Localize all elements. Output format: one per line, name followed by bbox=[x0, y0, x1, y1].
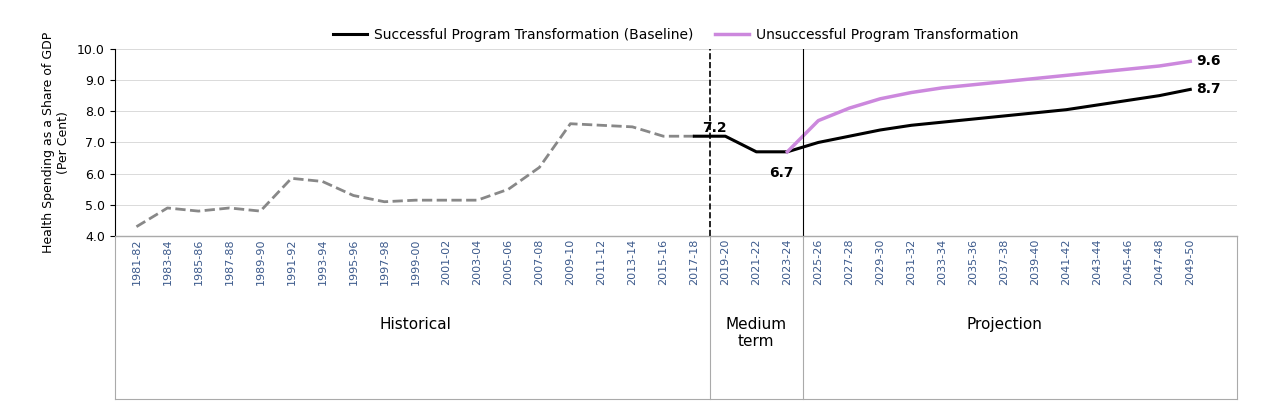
Text: 9.6: 9.6 bbox=[1196, 54, 1221, 68]
Text: 7.2: 7.2 bbox=[703, 120, 727, 135]
Text: Projection: Projection bbox=[966, 317, 1042, 332]
Text: 6.7: 6.7 bbox=[769, 166, 793, 180]
Y-axis label: Health Spending as a Share of GDP
(Per Cent): Health Spending as a Share of GDP (Per C… bbox=[42, 32, 70, 253]
Legend: Successful Program Transformation (Baseline), Unsuccessful Program Transformatio: Successful Program Transformation (Basel… bbox=[328, 22, 1024, 47]
Text: Medium
term: Medium term bbox=[725, 317, 787, 349]
Text: 8.7: 8.7 bbox=[1196, 82, 1221, 96]
Text: Historical: Historical bbox=[380, 317, 451, 332]
